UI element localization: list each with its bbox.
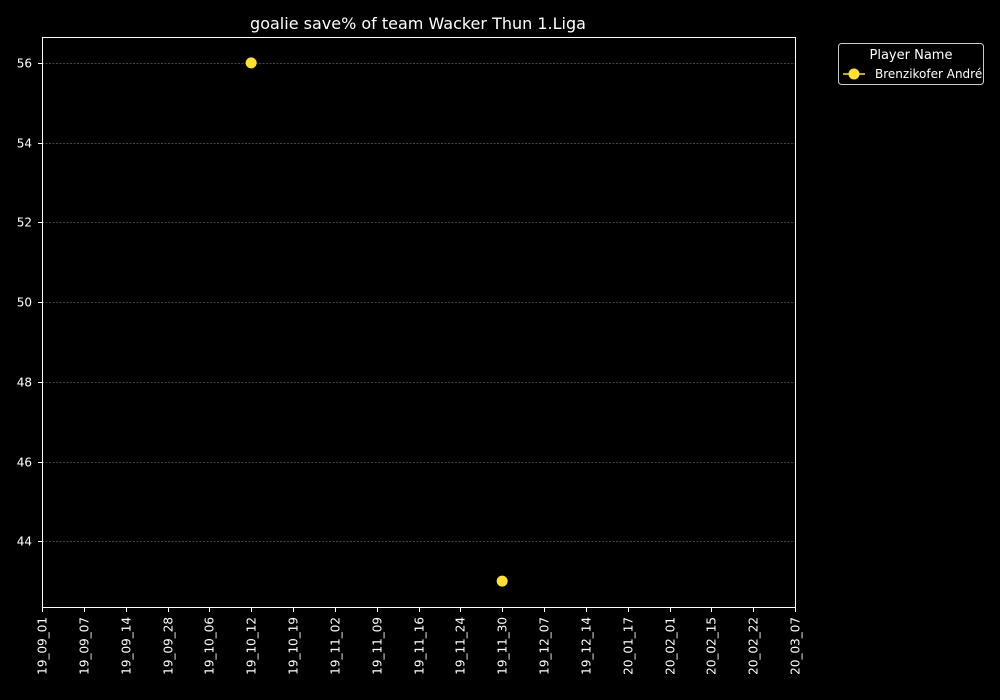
x-tick-label: 20_01_17 — [622, 617, 636, 675]
legend-marker — [848, 68, 860, 80]
y-tick-label: 52 — [17, 216, 32, 230]
grid — [42, 63, 795, 542]
x-tick-label: 20_03_07 — [789, 617, 803, 675]
x-tick-label: 19_09_28 — [162, 617, 176, 675]
x-tick-label: 19_11_09 — [371, 617, 385, 675]
x-tick-label: 19_12_14 — [580, 617, 594, 675]
y-tick-label: 44 — [17, 535, 32, 549]
legend-label: Brenzikofer André — [875, 67, 982, 81]
x-tick-label: 19_11_30 — [496, 617, 510, 675]
data-points — [245, 57, 508, 587]
legend-box — [838, 43, 984, 85]
x-tick-label: 20_02_01 — [664, 617, 678, 675]
y-tick-label: 56 — [17, 57, 32, 71]
y-tick-label: 46 — [17, 456, 32, 470]
x-tick-label: 19_09_07 — [78, 617, 92, 675]
y-axis: 44 46 48 50 52 54 56 — [17, 57, 42, 549]
legend-title: Player Name — [870, 48, 953, 63]
x-tick-label: 19_11_16 — [413, 617, 427, 675]
x-tick-label: 19_12_07 — [538, 617, 552, 675]
y-tick-label: 48 — [17, 376, 32, 390]
x-tick-label: 19_11_02 — [329, 617, 343, 675]
x-axis: 19_09_01 19_09_07 19_09_14 19_09_28 19_10_06… — [36, 607, 803, 675]
y-tick-label: 54 — [17, 137, 32, 151]
y-tick-label: 50 — [17, 296, 32, 310]
x-tick-label: 20_02_15 — [705, 617, 719, 675]
data-point — [496, 575, 508, 587]
x-tick-label: 19_09_14 — [120, 617, 134, 675]
x-tick-label: 19_10_12 — [245, 617, 259, 675]
x-tick-label: 19_11_24 — [454, 617, 468, 675]
x-tick-label: 19_09_01 — [36, 617, 50, 675]
x-tick-label: 19_10_06 — [203, 617, 217, 675]
x-tick-label: 19_10_19 — [287, 617, 301, 675]
chart-title: goalie save% of team Wacker Thun 1.Liga — [250, 14, 586, 33]
data-point — [245, 57, 257, 69]
x-tick-label: 20_02_22 — [747, 617, 761, 675]
legend: Player Name Brenzikofer André — [838, 43, 984, 85]
